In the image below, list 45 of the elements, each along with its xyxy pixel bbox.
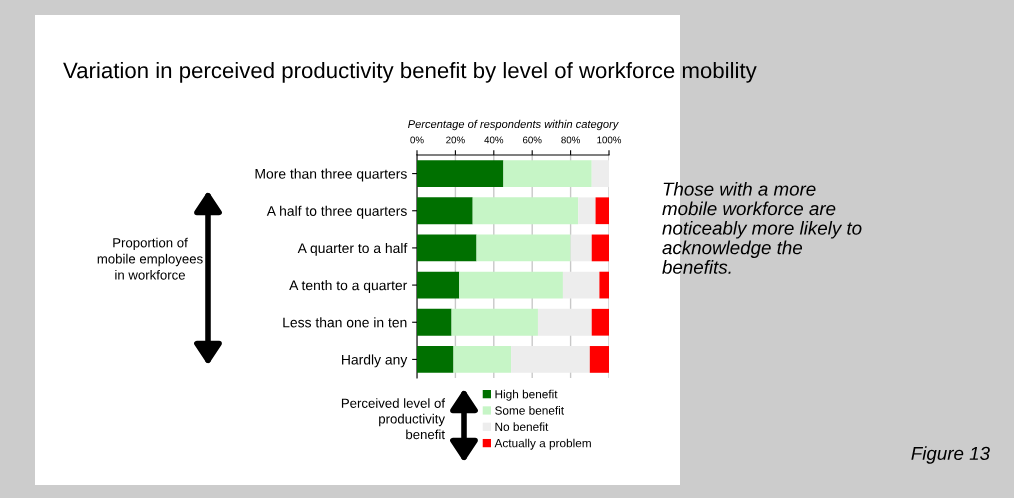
bar (578, 197, 596, 225)
legend-label: Actually a problem (494, 438, 591, 450)
y-tick-label: A quarter to a half (297, 242, 408, 256)
legend-label: No benefit (495, 422, 549, 432)
bar (562, 271, 600, 299)
bar (503, 160, 592, 187)
x-tick-label: 60% (522, 136, 542, 144)
bar (417, 308, 452, 336)
caption: Figure 13 (911, 446, 990, 464)
bar (589, 346, 609, 373)
legend-title: Perceived level of productivity benefit (341, 398, 446, 440)
bar (417, 160, 504, 187)
x-tick-label: 0% (410, 136, 424, 144)
text: Those with a more mobile workforce are noticeably more likely to acknowledge the benefits. (662, 182, 862, 274)
y-tick-label: Hardly any (342, 354, 408, 368)
bar (451, 308, 538, 336)
bar (417, 197, 473, 225)
y-tick-label: More than three quarters (255, 168, 407, 182)
x-tick-label: 80% (561, 136, 580, 144)
bar (570, 234, 592, 262)
bar (591, 160, 609, 187)
chart-title: Variation in perceived productivity benefit by level of workforce mobility (63, 62, 757, 83)
bar (599, 271, 609, 299)
legend-label: Some benefit (495, 406, 565, 415)
bar (417, 271, 460, 299)
bar (417, 234, 477, 262)
bar (511, 346, 590, 373)
y-tick-label: A half to three quarters (266, 205, 407, 219)
legend-label: High benefit (495, 389, 558, 401)
bar (459, 271, 563, 299)
bar (591, 308, 609, 336)
x-tick-label: 100% (597, 136, 622, 144)
bar (472, 197, 579, 225)
y-axis-title: Proportion of mobile employees in workforce (97, 237, 203, 280)
bar (453, 346, 512, 373)
x-tick-label: 40% (484, 136, 504, 144)
x-tick-label: 20% (446, 136, 465, 144)
bar (476, 234, 571, 262)
y-tick-label: A tenth to a quarter (289, 280, 408, 293)
bar (591, 234, 609, 262)
bar (537, 308, 592, 336)
bar (417, 346, 454, 373)
x-axis-title: Percentage of respondents within category (408, 119, 619, 131)
y-tick-label: Less than one in ten (283, 317, 407, 328)
bar (595, 197, 609, 225)
